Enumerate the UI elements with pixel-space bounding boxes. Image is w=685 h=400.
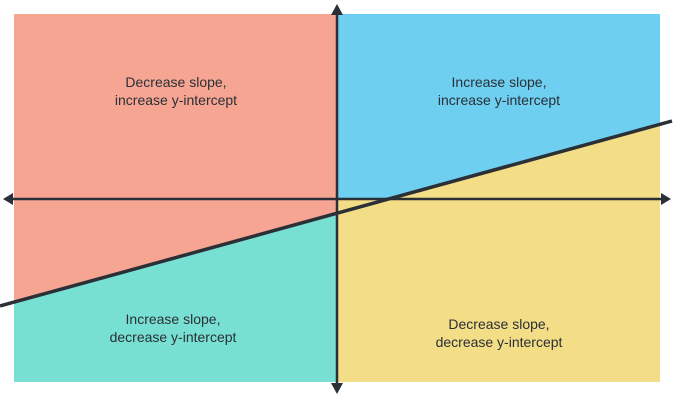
quadrant-top-left [14, 14, 337, 199]
label-bottom-left-line1: Increase slope, [125, 311, 221, 327]
label-bottom-right-line1: Decrease slope, [448, 316, 550, 332]
x-axis-right-arrow [661, 193, 671, 205]
label-top-left-line1: Decrease slope, [125, 74, 227, 90]
label-bottom-left-line2: decrease y-intercept [109, 329, 237, 345]
quadrant-bottom-left-upper-wedge [14, 199, 337, 302]
label-top-right-line2: increase y-intercept [437, 92, 561, 108]
label-top-right: Increase slope, increase y-intercept [389, 73, 609, 109]
label-bottom-right: Decrease slope, decrease y-intercept [389, 315, 609, 351]
y-axis-bottom-arrow [331, 383, 343, 394]
label-top-left-line2: increase y-intercept [114, 92, 238, 108]
quadrant-bottom-right [337, 199, 660, 382]
x-axis-left-arrow [3, 193, 13, 205]
label-bottom-left: Increase slope, decrease y-intercept [63, 310, 283, 346]
label-bottom-right-line2: decrease y-intercept [435, 334, 563, 350]
y-axis-top-arrow [331, 4, 343, 15]
label-top-right-line1: Increase slope, [451, 74, 547, 90]
quadrant-bottom-left [14, 212, 337, 382]
quadrant-top-right [337, 14, 660, 212]
label-top-left: Decrease slope, increase y-intercept [66, 73, 286, 109]
